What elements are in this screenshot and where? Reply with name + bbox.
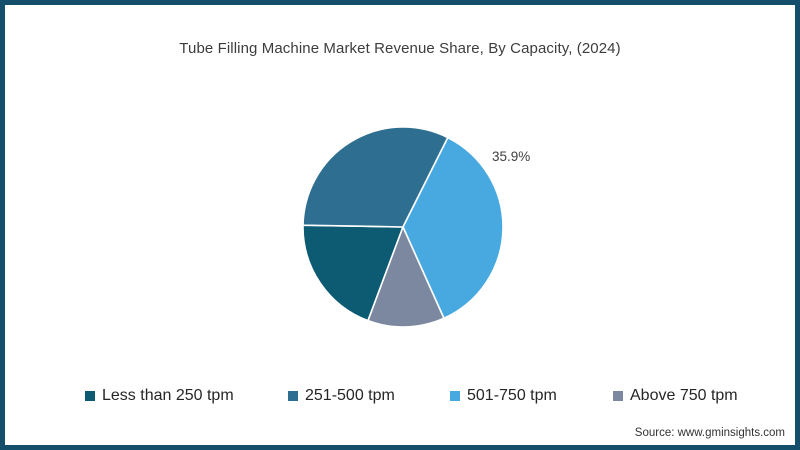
legend: Less than 250 tpm 251-500 tpm 501-750 tp… <box>5 387 795 407</box>
legend-label: Above 750 tpm <box>630 387 738 404</box>
legend-label: 501-750 tpm <box>467 387 557 404</box>
legend-marker-icon <box>613 391 623 401</box>
pie-slice-above-750-tpm <box>367 226 445 328</box>
legend-item-501-750-tpm: 501-750 tpm <box>450 387 557 405</box>
pie-chart-container <box>302 126 504 328</box>
legend-item-less-than-250-tpm: Less than 250 tpm <box>85 387 234 405</box>
legend-marker-icon <box>85 391 95 401</box>
legend-item-above-750-tpm: Above 750 tpm <box>613 387 738 405</box>
pie-slice-501-750-tpm <box>402 136 504 320</box>
legend-item-251-500-tpm: 251-500 tpm <box>288 387 395 405</box>
pie-chart <box>302 126 504 328</box>
pie-slice-data-label: 35.9% <box>492 149 531 164</box>
pie-slice-less-than-250-tpm <box>302 224 404 322</box>
chart-title: Tube Filling Machine Market Revenue Shar… <box>179 40 621 57</box>
pie-slice-251-500-tpm <box>302 126 449 228</box>
legend-label: Less than 250 tpm <box>102 387 234 404</box>
source-attribution: Source: www.gminsights.com <box>634 427 785 439</box>
legend-marker-icon <box>450 391 460 401</box>
legend-label: 251-500 tpm <box>305 387 395 404</box>
legend-marker-icon <box>288 391 298 401</box>
